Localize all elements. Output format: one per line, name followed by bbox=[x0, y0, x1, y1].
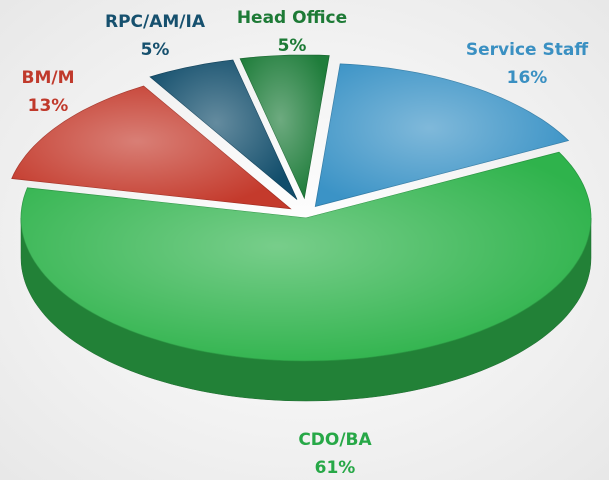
slice-label: CDO/BA bbox=[298, 430, 372, 450]
slice-shine bbox=[11, 86, 291, 209]
slice-tops bbox=[11, 54, 592, 362]
slice-label: BM/M bbox=[21, 68, 74, 88]
slice-shine bbox=[150, 60, 297, 200]
slice-label: RPC/AM/IA bbox=[105, 12, 206, 32]
slice-value-label: 16% bbox=[507, 68, 548, 88]
slice-value-label: 5% bbox=[278, 36, 307, 56]
slice-shine bbox=[240, 55, 330, 198]
slice-value-label: 61% bbox=[315, 458, 356, 478]
slice-shine bbox=[21, 152, 591, 361]
slice-label: Head Office bbox=[237, 8, 347, 28]
slice-value-label: 13% bbox=[28, 96, 69, 116]
slice-shine bbox=[315, 63, 569, 207]
slice-label: Service Staff bbox=[466, 40, 588, 60]
slice-value-label: 5% bbox=[141, 40, 170, 60]
